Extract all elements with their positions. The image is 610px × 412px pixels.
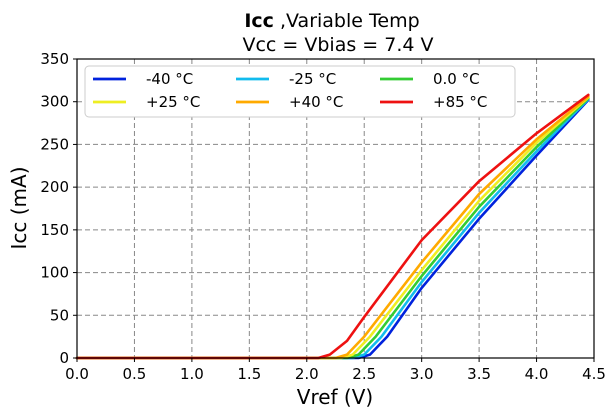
y-tick-label: 50 (50, 306, 69, 324)
chart-title-line1: Icc ,Variable Temp (244, 10, 419, 32)
x-tick-label: 1.0 (180, 365, 204, 383)
legend: -40 °C -25 °C 0.0 °C +25 °C +40 °C +85 °C (84, 65, 516, 118)
legend-label-3: +25 °C (146, 93, 200, 111)
legend-label-2: 0.0 °C (433, 70, 480, 88)
series-line-0 (75, 98, 590, 360)
x-tick-label: 0.5 (123, 365, 147, 383)
series-line-4 (75, 95, 590, 360)
x-tick-label: 3.0 (410, 365, 434, 383)
legend-label-1: -25 °C (289, 70, 336, 88)
y-tick-label: 350 (40, 50, 69, 68)
series-line-5 (75, 93, 590, 360)
y-tick-label: 300 (40, 93, 69, 111)
x-tick-label: 3.5 (467, 365, 491, 383)
legend-label-4: +40 °C (289, 93, 343, 111)
legend-label-5: +85 °C (433, 93, 487, 111)
chart-title-line2: Vcc = Vbias = 7.4 V (242, 34, 433, 56)
x-tick-label: 4.5 (582, 365, 606, 383)
legend-label-0: -40 °C (146, 70, 193, 88)
y-tick-label: 100 (40, 264, 69, 282)
x-axis-label: Vref (V) (297, 385, 373, 409)
axis-ticks: 0.0 0.5 1.0 1.5 2.0 2.5 3.0 3.5 4.0 4.5 0 50 100 150 2… (40, 50, 606, 383)
y-tick-label: 200 (40, 178, 69, 196)
y-tick-label: 250 (40, 135, 69, 153)
series-line-2 (75, 97, 590, 360)
x-tick-label: 2.5 (352, 365, 376, 383)
x-tick-label: 2.0 (295, 365, 319, 383)
y-axis-label: Icc (mA) (7, 166, 31, 249)
x-tick-label: 0.0 (65, 365, 89, 383)
series-line-1 (75, 97, 590, 360)
series-layer (75, 93, 590, 360)
x-tick-label: 4.0 (525, 365, 549, 383)
y-tick-label: 150 (40, 221, 69, 239)
x-tick-label: 1.5 (237, 365, 261, 383)
series-line-3 (75, 96, 590, 360)
plot-frame (76, 58, 595, 359)
y-tick-label: 0 (59, 349, 69, 367)
